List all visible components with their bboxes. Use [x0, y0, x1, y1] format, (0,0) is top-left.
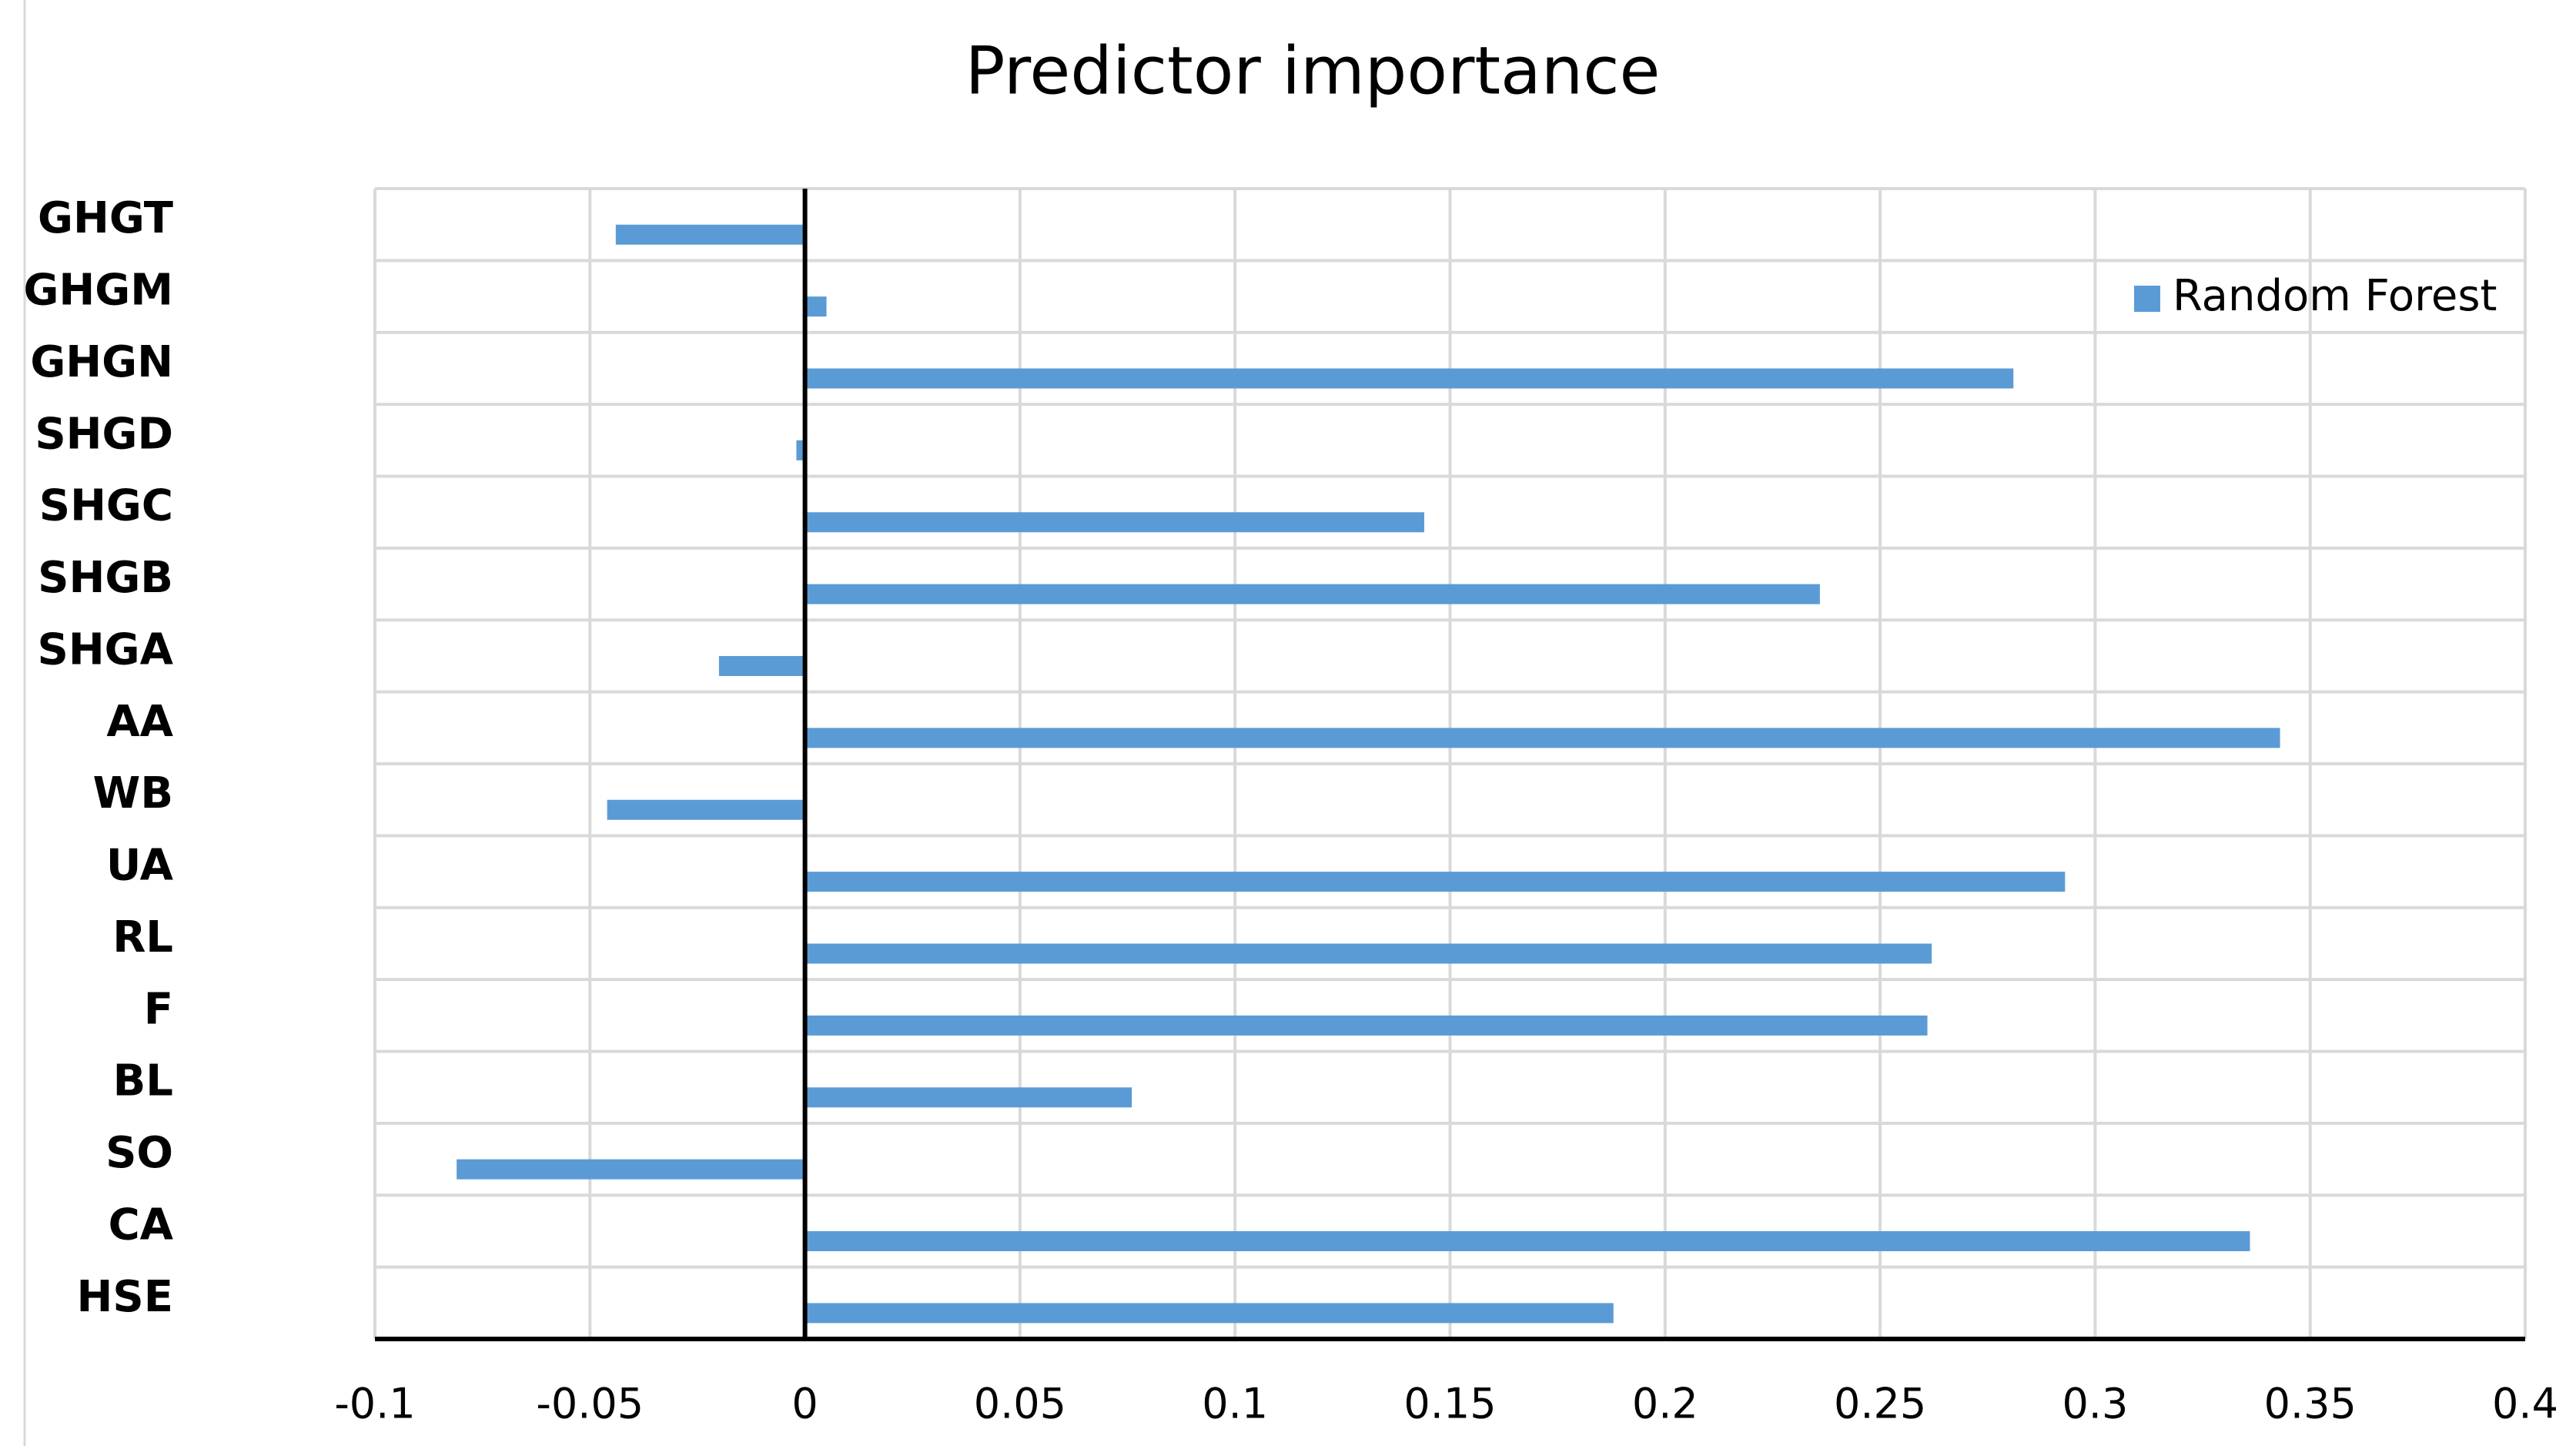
x-tick-label: 0.2 [1632, 1380, 1698, 1428]
y-tick-label: UA [106, 841, 174, 891]
chart-title: Predictor importance [965, 32, 1661, 109]
legend-label: Random Forest [2173, 271, 2497, 321]
bar [607, 799, 805, 820]
y-tick-label: GHGT [38, 193, 173, 243]
y-tick-label: GHGM [23, 266, 173, 316]
y-tick-label: SHGD [35, 409, 173, 459]
bar [805, 728, 2280, 748]
y-tick-label: GHGN [30, 337, 173, 387]
x-tick-label: 0 [791, 1380, 818, 1428]
x-tick-label: 0.4 [2492, 1380, 2558, 1428]
y-tick-label: SHGB [38, 553, 173, 603]
bar [805, 296, 827, 317]
y-tick-label: BL [113, 1056, 173, 1106]
bar [615, 224, 805, 245]
bar [805, 943, 1932, 964]
y-tick-label: HSE [77, 1272, 173, 1322]
x-tick-label: 0.15 [1403, 1380, 1496, 1428]
bar [457, 1159, 805, 1180]
y-tick-label: RL [112, 912, 173, 962]
x-tick-label: 0.1 [1202, 1380, 1268, 1428]
y-tick-label: CA [109, 1200, 174, 1250]
y-tick-label: SO [105, 1128, 173, 1178]
x-tick-label: 0.35 [2264, 1380, 2357, 1428]
bar [805, 1015, 1928, 1036]
bar [796, 440, 805, 460]
y-tick-label: WB [93, 768, 173, 818]
bar [805, 368, 2014, 389]
y-tick-label: SHGC [39, 481, 173, 531]
y-tick-label: AA [106, 697, 173, 747]
y-tick-label: F [144, 984, 173, 1034]
y-tick-label: SHGA [37, 624, 173, 674]
x-tick-label: 0.25 [1834, 1380, 1926, 1428]
bar [805, 1087, 1132, 1108]
bar [805, 872, 2066, 892]
x-tick-label: -0.05 [536, 1380, 644, 1428]
x-tick-label: 0.3 [2062, 1380, 2128, 1428]
bar [805, 1303, 1614, 1324]
legend-swatch [2134, 286, 2160, 312]
x-tick-label: -0.1 [334, 1380, 415, 1428]
bar [805, 512, 1424, 533]
bar [805, 1231, 2250, 1252]
x-tick-label: 0.05 [974, 1380, 1066, 1428]
bar [805, 584, 1820, 604]
bar [718, 656, 805, 677]
